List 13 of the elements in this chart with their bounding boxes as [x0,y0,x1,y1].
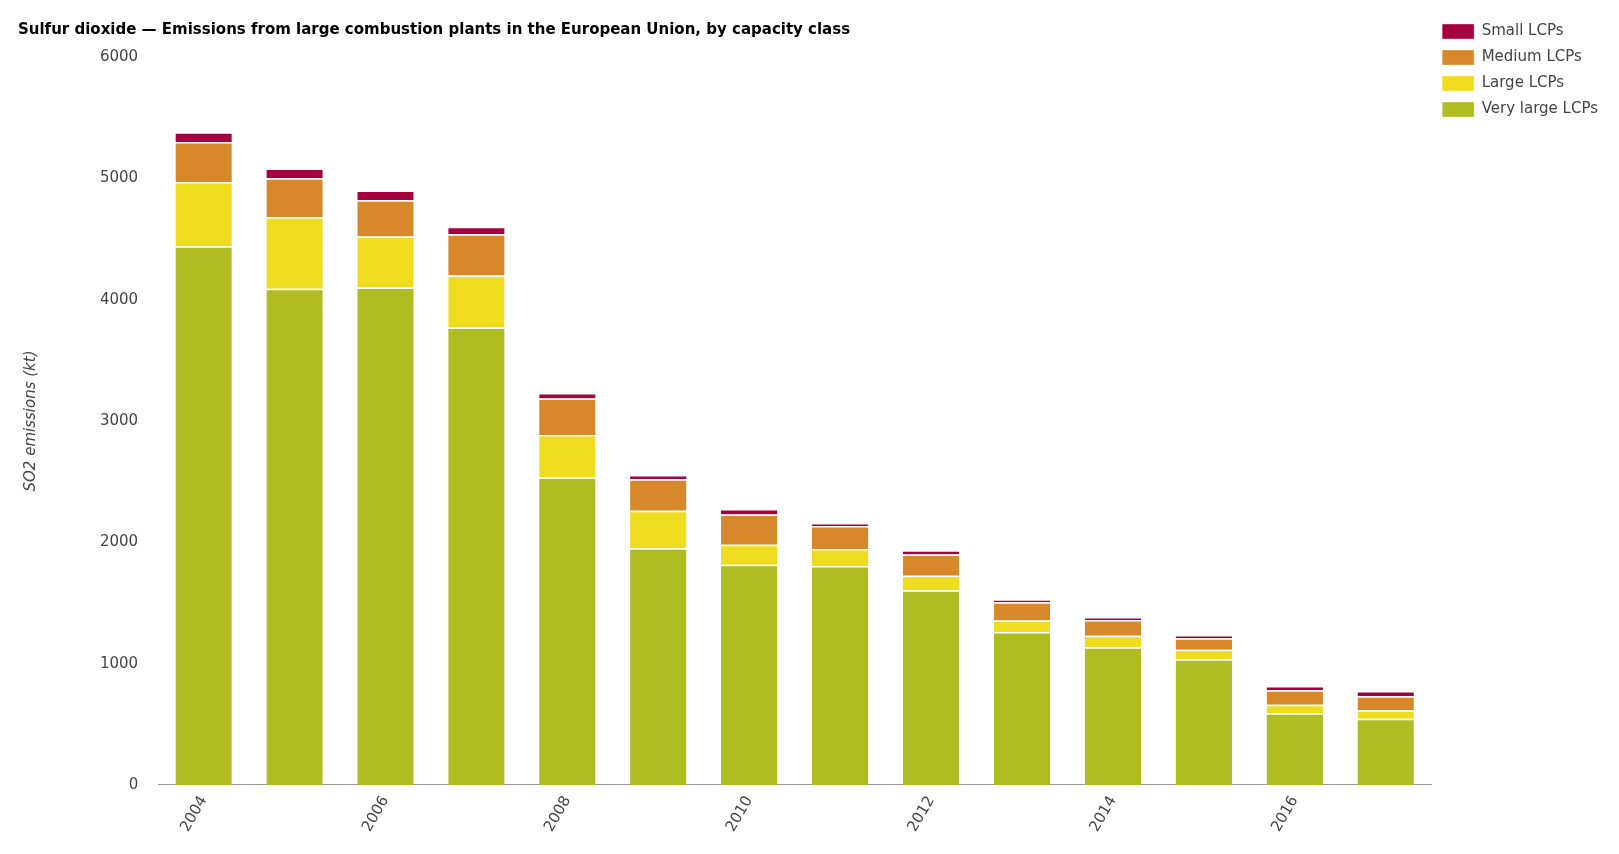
y-tick-label: 5000 [99,168,139,187]
y-tick-label: 6000 [99,46,139,65]
y-tick-label: 2000 [99,532,139,551]
y-tick-label: 3000 [99,410,139,429]
chart-title: Sulfur dioxide — Emissions from large combustion plants in the European Union, by capacity class [18,19,851,38]
legend-label: Large LCPs [1481,73,1565,92]
legend-label: Medium LCPs [1481,47,1583,66]
y-axis-title: SO2 emissions (kt) [20,350,39,492]
legend-label: Very large LCPs [1481,99,1599,118]
y-tick-label: 1000 [99,653,139,672]
legend-label: Small LCPs [1481,21,1564,40]
y-tick-label: 0 [128,774,139,793]
y-tick-label: 4000 [99,289,139,308]
